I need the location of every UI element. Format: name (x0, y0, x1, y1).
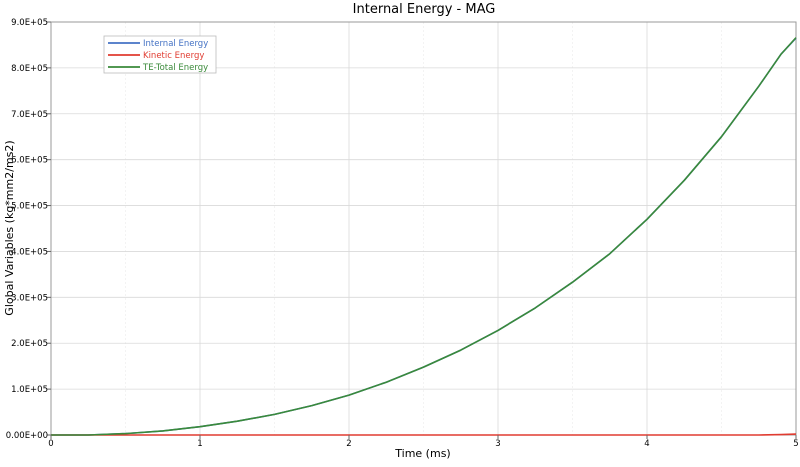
x-tick-label: 4 (644, 439, 649, 449)
x-tick-label: 5 (793, 439, 798, 449)
legend-label-internal-energy: Internal Energy (143, 39, 208, 49)
grid (51, 22, 796, 435)
x-tick-label: 1 (197, 439, 202, 449)
x-axis-title: Time (ms) (394, 447, 450, 460)
x-tick-label: 3 (495, 439, 500, 449)
legend-label-kinetic-energy: Kinetic Energy (143, 51, 204, 61)
y-tick-label: 7.0E+05 (11, 110, 48, 120)
chart-title: Internal Energy - MAG (353, 2, 496, 17)
legend-label-te-total-energy: TE-Total Energy (142, 63, 208, 73)
y-tick-label: 6.0E+05 (11, 156, 48, 166)
y-tick-label: 8.0E+05 (11, 64, 48, 74)
legend: Internal Energy Kinetic Energy TE-Total En… (103, 35, 217, 74)
y-tick-label: 5.0E+05 (11, 202, 48, 212)
y-tick-label: 1.0E+05 (11, 385, 48, 395)
y-tick-label: 2.0E+05 (11, 339, 48, 349)
series-layer (51, 37, 797, 436)
x-axis-ticks: 0 1 2 3 4 5 (48, 435, 799, 449)
y-tick-label: 3.0E+05 (11, 293, 48, 303)
x-tick-label: 2 (346, 439, 351, 449)
y-tick-label: 4.0E+05 (11, 247, 48, 257)
y-tick-label: 0.00E+00 (6, 431, 48, 441)
series-line-te-total-energy (51, 37, 797, 436)
x-tick-label: 0 (48, 439, 53, 449)
y-axis-title: Global Variables (kg*mm2/ms2) (3, 140, 16, 315)
series-line-kinetic-energy (51, 433, 797, 436)
y-axis-ticks: 0.00E+00 1.0E+05 2.0E+05 3.0E+05 4.0E+05 5.0E… (6, 18, 51, 441)
y-tick-label: 9.0E+05 (11, 18, 48, 28)
